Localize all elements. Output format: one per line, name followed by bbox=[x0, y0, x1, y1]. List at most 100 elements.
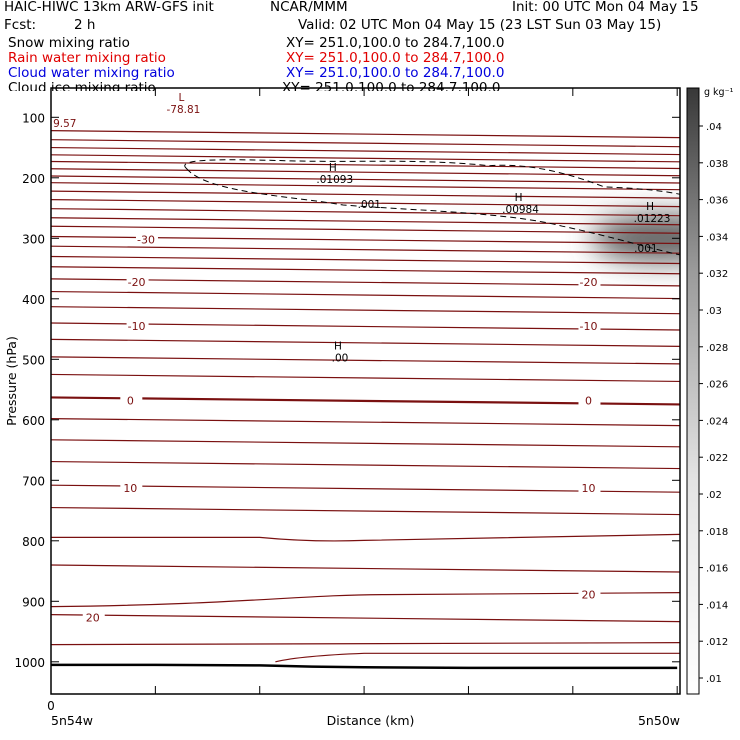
extremum-value: 9.57 bbox=[53, 118, 76, 130]
field-name-cloud-ice: Cloud ice mixing ratio bbox=[8, 81, 156, 91]
colorbar-tick-label: .028 bbox=[706, 343, 728, 354]
colorbar-tick-label: .02 bbox=[706, 490, 722, 501]
isotherm-label: 10 bbox=[123, 482, 137, 495]
isotherm-line bbox=[51, 290, 680, 300]
isotherm-line bbox=[51, 592, 680, 608]
colorbar-tick-label: .034 bbox=[706, 232, 728, 243]
colorbar-tick-label: .018 bbox=[706, 527, 728, 538]
isotherm-line bbox=[51, 614, 680, 623]
colorbar-tick-label: .03 bbox=[706, 306, 722, 317]
y-tick-label: 500 bbox=[22, 353, 45, 367]
isotherm-line bbox=[51, 139, 680, 148]
snow-shade-core bbox=[591, 214, 680, 263]
y-tick-label: 400 bbox=[22, 293, 45, 307]
isotherm-line bbox=[51, 322, 680, 331]
isotherm-line bbox=[51, 217, 680, 226]
plot-frame bbox=[50, 87, 681, 695]
isotherm-line bbox=[51, 160, 680, 170]
isotherm-line bbox=[51, 266, 680, 275]
isotherm-line bbox=[51, 208, 680, 217]
isotherm-line bbox=[51, 146, 680, 156]
contour-label: .001 bbox=[358, 199, 381, 211]
isotherm-line bbox=[51, 182, 680, 191]
colorbar-tick-label: .036 bbox=[706, 196, 728, 207]
isotherm-line bbox=[51, 338, 680, 347]
extremum-value: .01223 bbox=[634, 213, 671, 225]
isotherm-line bbox=[51, 130, 680, 139]
isotherm-line bbox=[51, 460, 680, 470]
x-start-label: 5n54w bbox=[51, 713, 93, 728]
field-xy-cloud-water: XY= 251.0,100.0 to 284.7,100.0 bbox=[286, 65, 505, 81]
isotherm-line bbox=[51, 190, 680, 199]
isotherm-line bbox=[51, 306, 680, 315]
field-name-rain: Rain water mixing ratio bbox=[8, 50, 166, 66]
y-tick-label: 600 bbox=[22, 414, 45, 428]
isotherm-line bbox=[51, 356, 680, 365]
extremum-value: .00 bbox=[332, 352, 349, 364]
isotherm-line bbox=[51, 175, 680, 184]
isotherm-line bbox=[51, 278, 680, 287]
isotherm-line bbox=[51, 396, 680, 406]
organization: NCAR/MMM bbox=[270, 0, 348, 15]
colorbar-units: g kg⁻¹ bbox=[704, 87, 734, 98]
isotherm-label: 0 bbox=[585, 394, 592, 407]
isotherm-label: -20 bbox=[128, 276, 146, 289]
isotherm-label: 20 bbox=[581, 589, 595, 602]
y-tick-label: 900 bbox=[22, 595, 45, 609]
extremum-value: .01093 bbox=[316, 174, 353, 186]
isotherm-line bbox=[51, 373, 680, 383]
y-tick-label: 800 bbox=[22, 535, 45, 549]
isotherm-line bbox=[275, 652, 680, 663]
extremum-value: -78.81 bbox=[167, 104, 201, 116]
isotherm-line bbox=[51, 199, 680, 208]
isotherm-line bbox=[51, 439, 680, 448]
x-end-label: 5n50w bbox=[638, 713, 680, 728]
model-title: HAIC-HIWC 13km ARW-GFS init bbox=[4, 0, 214, 15]
isotherm-line bbox=[51, 506, 680, 516]
colorbar-tick-label: .026 bbox=[706, 380, 728, 391]
isotherm-line bbox=[51, 245, 680, 254]
isotherm-line bbox=[51, 168, 680, 177]
colorbar-tick-label: .038 bbox=[706, 159, 728, 170]
y-axis-label: Pressure (hPa) bbox=[4, 336, 19, 426]
forecast-value: 2 h bbox=[74, 17, 96, 33]
isotherm-label: 20 bbox=[86, 612, 100, 625]
field-xy-rain: XY= 251.0,100.0 to 284.7,100.0 bbox=[286, 50, 505, 66]
colorbar-scale bbox=[686, 87, 700, 695]
y-tick-label: 700 bbox=[22, 474, 45, 488]
colorbar-tick-label: .014 bbox=[706, 600, 728, 611]
colorbar-tick-label: .01 bbox=[706, 674, 722, 685]
x-tick-label: 0 bbox=[47, 699, 55, 713]
colorbar-tick-label: .022 bbox=[706, 453, 728, 464]
contour-label: .001 bbox=[634, 243, 657, 255]
colorbar-tick-label: .024 bbox=[706, 416, 728, 427]
isotherm-line bbox=[51, 642, 680, 646]
extremum-marker: L bbox=[179, 92, 185, 104]
field-xy-snow: XY= 251.0,100.0 to 284.7,100.0 bbox=[286, 35, 505, 51]
isotherm-label: 0 bbox=[127, 394, 134, 407]
colorbar-tick-label: .032 bbox=[706, 269, 728, 280]
extremum-value: .00984 bbox=[502, 204, 539, 216]
isotherm-label: 10 bbox=[581, 482, 595, 495]
colorbar-tick-label: .012 bbox=[706, 637, 728, 648]
field-name-snow: Snow mixing ratio bbox=[8, 35, 130, 51]
init-time: Init: 00 UTC Mon 04 May 15 bbox=[512, 0, 699, 15]
x-axis-label: Distance (km) bbox=[327, 713, 415, 728]
isotherm-line bbox=[51, 225, 680, 234]
extremum-marker: H bbox=[329, 162, 337, 174]
isotherm-line bbox=[51, 533, 680, 542]
field-xy-cloud-ice: XY= 251.0,100.0 to 284.7,100.0 bbox=[282, 81, 501, 91]
ground-line bbox=[51, 663, 678, 670]
y-tick-label: 1000 bbox=[14, 656, 45, 670]
isotherm-label: -10 bbox=[579, 320, 597, 333]
y-tick-label: 100 bbox=[22, 111, 45, 125]
isotherm-line bbox=[51, 418, 680, 427]
isotherm-line bbox=[51, 484, 680, 493]
isotherm-label: -10 bbox=[128, 320, 146, 333]
y-tick-label: 300 bbox=[22, 232, 45, 246]
isotherm-line bbox=[51, 255, 680, 265]
colorbar-tick-label: .04 bbox=[706, 122, 722, 133]
forecast-label: Fcst: bbox=[4, 17, 37, 33]
cloud-ice-contour bbox=[184, 159, 680, 256]
